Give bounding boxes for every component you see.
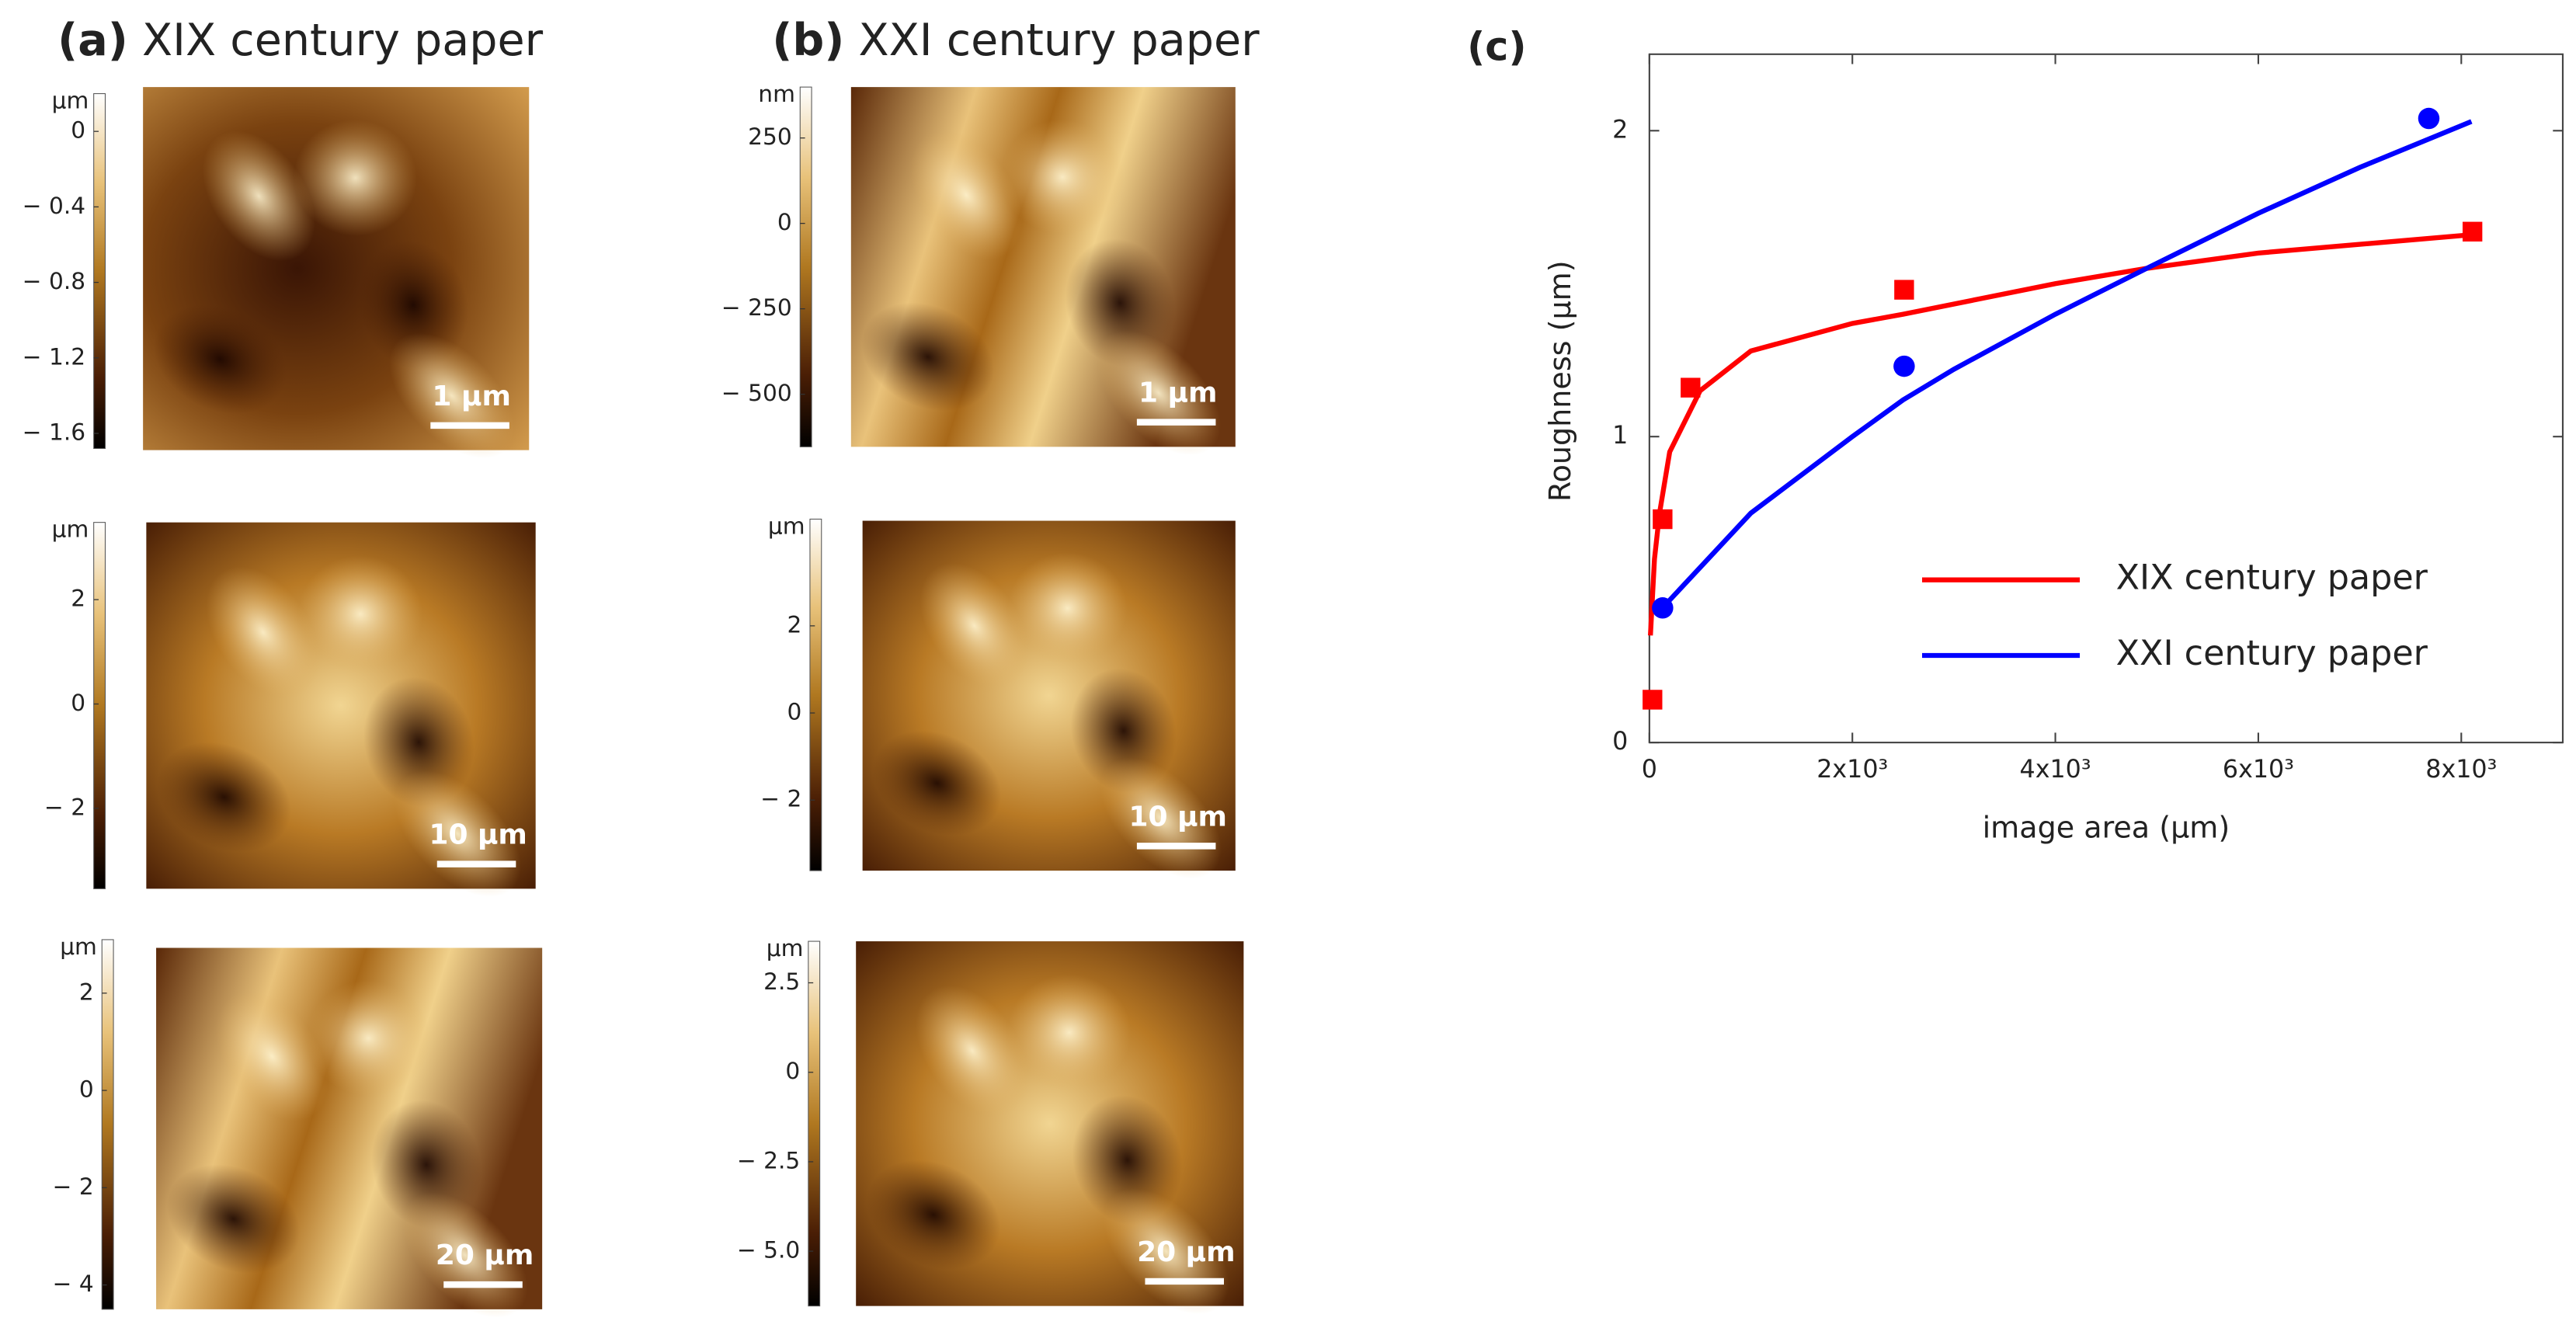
x-tick-label: 4x10³ xyxy=(2020,756,2091,784)
colorbar-tick-label: 2 xyxy=(787,611,802,638)
colorbar-tick-label: − 250 xyxy=(721,294,792,321)
colorbar-tick-label: − 5.0 xyxy=(737,1237,800,1264)
colorbar xyxy=(93,93,106,450)
colorbar-tick-label: 0 xyxy=(79,1076,94,1103)
afm-texture xyxy=(306,980,430,1097)
scale-bar-label: 20 μm xyxy=(1137,1236,1235,1268)
afm-texture xyxy=(215,991,329,1121)
colorbar-tick-label: − 2 xyxy=(44,794,85,820)
afm-texture xyxy=(861,302,995,412)
x-tick-label: 6x10³ xyxy=(2223,756,2294,784)
data-point xyxy=(2418,107,2440,130)
colorbar xyxy=(93,522,106,889)
x-tick-label: 0 xyxy=(1642,756,1657,784)
data-point xyxy=(1894,280,1914,300)
colorbar-tick-label: − 1.6 xyxy=(23,419,85,446)
panel-title: (b) XXI century paper xyxy=(772,15,1260,66)
panel-label: (a) xyxy=(57,15,128,66)
colorbar-tick-label: 0 xyxy=(71,690,85,716)
panel-title-text: XIX century paper xyxy=(142,15,544,66)
afm-texture xyxy=(916,985,1029,1117)
colorbar-tick-label: 2 xyxy=(79,979,94,1005)
data-point xyxy=(1652,597,1674,619)
colorbar-unit: μm xyxy=(52,88,89,114)
colorbar-unit: μm xyxy=(768,513,805,540)
colorbar-tick-label: − 0.8 xyxy=(23,268,85,294)
y-tick-label: 2 xyxy=(1612,116,1628,144)
y-tick-label: 0 xyxy=(1612,728,1628,756)
x-tick-label: 2x10³ xyxy=(1816,756,1888,784)
colorbar-tick-label: 0 xyxy=(785,1058,800,1084)
colorbar xyxy=(799,86,812,447)
afm-texture xyxy=(910,130,1023,260)
colorbar-tick-label: − 2.5 xyxy=(737,1147,800,1173)
afm-texture xyxy=(1006,974,1132,1091)
colorbar-tick-label: − 0.4 xyxy=(23,193,85,219)
panel-title: (a) XIX century paper xyxy=(57,15,544,66)
afm-texture xyxy=(1000,119,1125,235)
colorbar-unit: μm xyxy=(52,516,89,543)
colorbar-tick-label: 0 xyxy=(71,117,85,144)
colorbar xyxy=(808,940,821,1307)
afm-texture xyxy=(157,742,292,853)
y-tick-label: 1 xyxy=(1612,422,1628,450)
data-point xyxy=(2462,221,2483,242)
afm-texture xyxy=(202,130,315,262)
colorbar-tick-label: 2.5 xyxy=(763,968,800,995)
plot-frame xyxy=(1648,53,2564,744)
colorbar-unit: μm xyxy=(767,935,804,961)
colorbar xyxy=(809,518,822,871)
scale-bar-label: 20 μm xyxy=(436,1239,534,1271)
data-point xyxy=(1893,355,1915,377)
afm-texture xyxy=(166,1164,301,1274)
colorbar xyxy=(101,939,114,1310)
legend-label: XIX century paper xyxy=(2116,558,2428,598)
afm-texture xyxy=(866,1159,1001,1270)
colorbar-unit: nm xyxy=(758,81,795,107)
legend-label: XXI century paper xyxy=(2116,634,2428,673)
data-point xyxy=(1681,377,1701,398)
afm-texture xyxy=(153,304,287,415)
colorbar-tick-label: 2 xyxy=(71,586,85,612)
afm-texture xyxy=(297,555,423,673)
colorbar-tick-label: 250 xyxy=(748,123,792,150)
scale-bar-label: 10 μm xyxy=(429,819,527,851)
x-tick-label: 8x10³ xyxy=(2425,756,2497,784)
colorbar-tick-label: 0 xyxy=(777,209,792,235)
chart-label: (c) xyxy=(1467,23,1526,69)
colorbar-tick-label: − 2 xyxy=(760,786,801,812)
colorbar-unit: μm xyxy=(60,933,97,960)
afm-texture xyxy=(206,566,320,698)
colorbar-tick-label: − 4 xyxy=(53,1271,94,1297)
colorbar-tick-label: − 1.2 xyxy=(23,343,85,370)
colorbar-tick-label: − 2 xyxy=(53,1173,94,1200)
data-point xyxy=(1653,509,1673,530)
panel-title-text: XXI century paper xyxy=(859,15,1260,66)
afm-texture xyxy=(872,730,1002,836)
x-axis-label: image area (μm) xyxy=(1983,811,2230,845)
scale-bar-label: 10 μm xyxy=(1129,801,1227,833)
colorbar-tick-label: 0 xyxy=(787,699,802,725)
afm-texture xyxy=(920,562,1029,689)
afm-texture xyxy=(1007,552,1128,665)
scale-bar-label: 1 μm xyxy=(432,381,510,412)
fit-line xyxy=(1657,119,2473,613)
colorbar-tick-label: − 500 xyxy=(721,380,792,406)
y-axis-label: Roughness (μm) xyxy=(1543,260,1577,502)
afm-texture xyxy=(294,120,418,236)
panel-label: (b) xyxy=(772,15,844,66)
data-point xyxy=(1643,690,1663,710)
scale-bar-label: 1 μm xyxy=(1139,377,1217,409)
